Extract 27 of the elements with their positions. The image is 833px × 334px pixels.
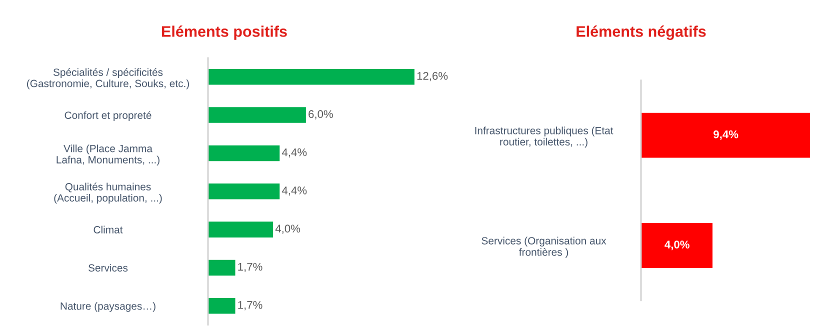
y-tick-label: Ville (Place Jamma Lafna, Monuments, ...) [56,144,160,166]
chart-title: Eléments négatifs [576,26,706,40]
y-tick-label: Services [88,264,128,272]
data-label: 4,0% [664,240,690,250]
chart-title: Eléments positifs [162,26,287,40]
y-tick-label: Qualités humaines (Accueil, population, ...) [54,182,162,204]
data-label: 4,0% [275,224,300,234]
data-label: 1,7% [238,262,262,272]
data-label: 4,4% [282,148,307,158]
y-tick-label: Nature (paysages…) [60,302,156,312]
bar [208,220,274,239]
data-label: 12,6% [417,72,448,82]
y-tick-label: Services (Organisation aux frontières ) [482,236,606,258]
data-label: 4,4% [282,186,307,196]
data-label: 9,4% [714,130,738,140]
y-tick-label: Climat [94,226,123,234]
bar [208,258,237,278]
y-tick-label: Spécialités / spécificités (Gastronomie, Culture, Souks, etc.) [27,68,189,90]
y-tick-label: Infrastructures publiques (Etat routier, toilettes, ...) [475,126,614,148]
data-label: 1,7% [238,301,262,310]
bar [208,144,282,162]
bar [208,296,237,316]
bar [208,106,308,124]
data-label: 6,0% [308,110,333,120]
bar [208,182,282,201]
y-tick-label: Confort et propreté [64,111,152,122]
bar [208,68,416,86]
